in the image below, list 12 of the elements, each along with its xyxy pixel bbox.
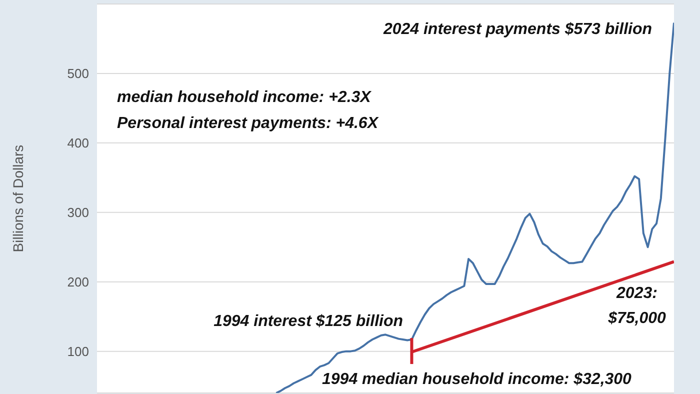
annotation: 1994 interest $125 billion	[214, 313, 404, 330]
y-tick-label: 500	[67, 66, 89, 82]
annotation: 1994 median household income: $32,300	[322, 371, 632, 388]
y-axis-title: Billions of Dollars	[10, 144, 26, 252]
annotation: 2024 interest payments $573 billion	[382, 21, 652, 38]
y-tick-label: 100	[67, 344, 89, 359]
y-tick-label: 400	[67, 136, 89, 151]
annotation: Personal interest payments: +4.6X	[117, 115, 380, 132]
annotation: 2023: $75,000	[607, 285, 666, 327]
y-tick-label: 200	[67, 274, 89, 290]
annotation: median household income: +2.3X	[117, 89, 372, 106]
y-tick-label: 300	[67, 205, 89, 220]
